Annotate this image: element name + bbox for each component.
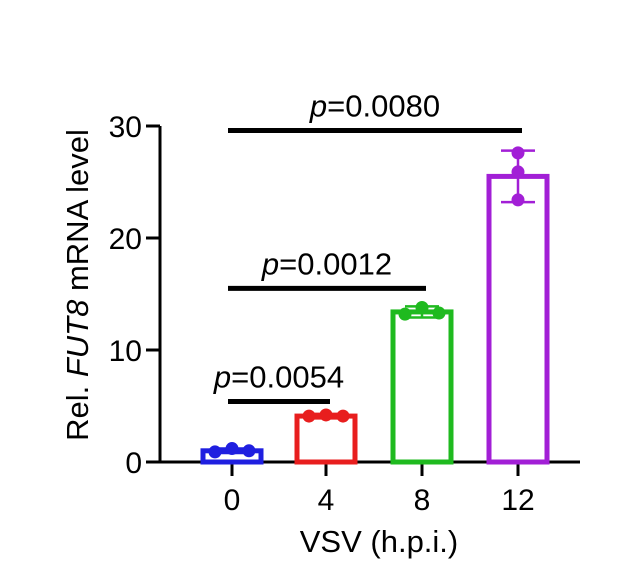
bar-group	[486, 146, 550, 465]
p-value: =0.0012	[279, 246, 392, 281]
x-axis-title: VSV (h.p.i.)	[300, 524, 459, 559]
y-tick-label: 0	[125, 447, 142, 480]
bar	[390, 309, 454, 465]
data-point	[208, 445, 222, 459]
p-symbol: p	[213, 360, 231, 395]
y-axis-title-prefix: Rel.	[60, 377, 95, 441]
y-axis-title: Rel. FUT8 mRNA level	[60, 129, 95, 441]
p-value-label: p=0.0080	[309, 88, 440, 123]
bar	[294, 413, 358, 465]
p-value: =0.0080	[327, 88, 440, 123]
data-point	[302, 409, 316, 423]
x-tick-label: 0	[224, 484, 241, 517]
significance-bracket: p=0.0080	[228, 88, 522, 133]
axes: 0 10 20 30 0 4 8 12	[109, 111, 580, 517]
data-point	[415, 300, 429, 314]
x-tick-label: 4	[318, 484, 335, 517]
bar-group	[390, 300, 454, 465]
data-point	[398, 307, 412, 321]
significance-bracket: p=0.0054	[213, 360, 344, 405]
y-tick-label: 30	[109, 111, 142, 144]
bars	[200, 146, 550, 465]
y-axis-title-suffix: mRNA level	[60, 129, 95, 300]
y-tick-label: 10	[109, 335, 142, 368]
x-tick-label: 8	[414, 484, 431, 517]
y-tick-label: 20	[109, 223, 142, 256]
bar	[486, 173, 550, 465]
data-point	[319, 408, 333, 422]
p-value-label: p=0.0054	[213, 360, 344, 395]
x-tick-label: 12	[501, 484, 534, 517]
data-point	[432, 306, 446, 320]
data-point	[511, 165, 525, 179]
p-symbol: p	[309, 88, 327, 123]
data-point	[242, 444, 256, 458]
p-value: =0.0054	[231, 360, 344, 395]
data-point	[336, 409, 350, 423]
data-point	[511, 193, 525, 207]
y-axis-title-gene: FUT8	[60, 299, 95, 377]
bar-group	[294, 408, 358, 465]
significance-bracket: p=0.0012	[228, 246, 426, 291]
p-value-label: p=0.0012	[261, 246, 392, 281]
p-symbol: p	[261, 246, 279, 281]
bar-group	[200, 442, 264, 465]
data-point	[225, 442, 239, 456]
data-point	[511, 146, 525, 160]
